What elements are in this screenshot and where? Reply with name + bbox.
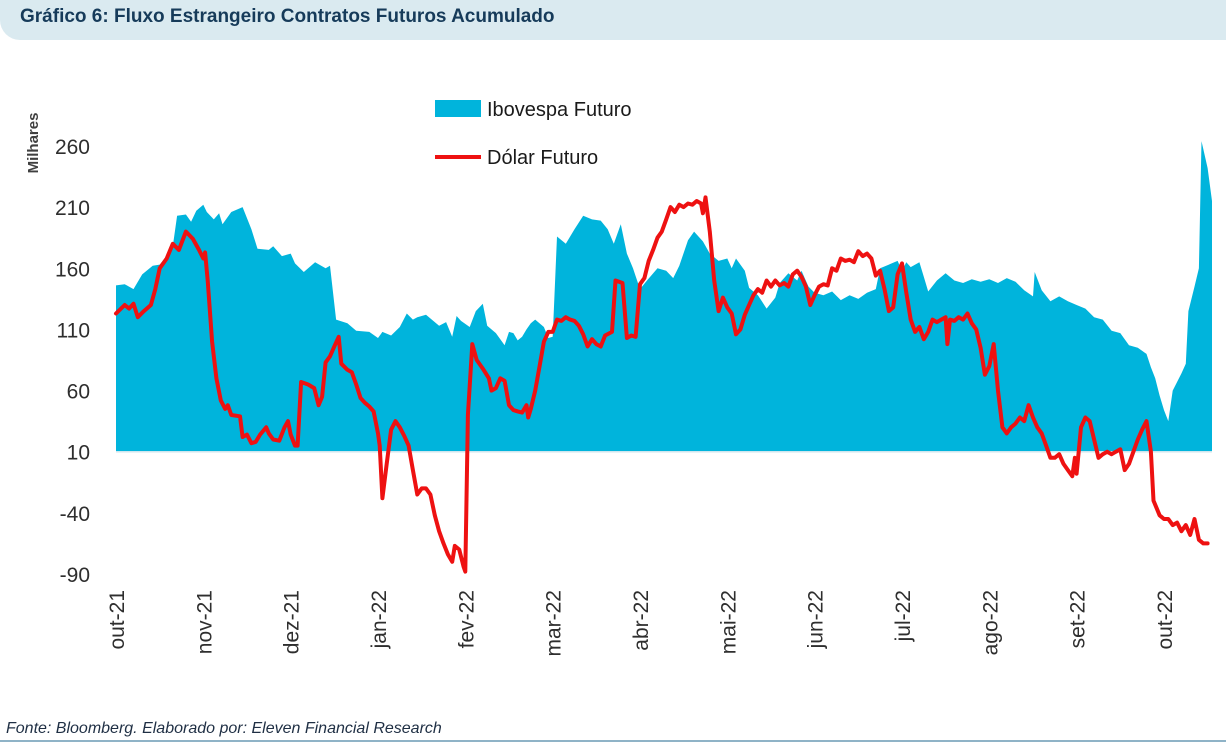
y-tick-label: 10	[67, 442, 90, 465]
chart-title: Gráfico 6: Fluxo Estrangeiro Contratos F…	[20, 6, 555, 27]
legend: Ibovespa Futuro Dólar Futuro	[435, 99, 632, 169]
source-note: Fonte: Bloomberg. Elaborado por: Eleven …	[6, 720, 442, 737]
x-tick-label: set-22	[1067, 590, 1090, 648]
line-series	[114, 195, 1210, 574]
y-tick-label: 260	[55, 136, 90, 159]
x-tick-label: fev-22	[455, 590, 478, 648]
x-tick-label: ago-22	[979, 590, 1002, 655]
y-tick-label: 210	[55, 197, 90, 220]
y-tick-label: 160	[55, 258, 90, 281]
y-tick-label: -40	[60, 503, 90, 526]
y-axis-label: Milhares	[25, 113, 42, 174]
y-tick-label: 110	[57, 319, 90, 342]
y-tick-label: -90	[60, 564, 90, 587]
x-tick-label: jan-22	[368, 590, 391, 649]
x-tick-label: abr-22	[630, 590, 653, 651]
legend-label-dolar: Dólar Futuro	[487, 147, 598, 169]
x-tick-label: mar-22	[543, 590, 566, 657]
x-tick-label: jun-22	[805, 590, 828, 649]
bottom-divider	[0, 740, 1226, 742]
chart-plot: Milhares 260 210 160 110 60 10 -40 -90 out-21 no…	[25, 99, 1212, 657]
dolar-futuro-line	[114, 195, 1210, 574]
y-tick-label: 60	[67, 381, 90, 404]
title-bar: Gráfico 6: Fluxo Estrangeiro Contratos F…	[0, 0, 1226, 40]
x-tick-label: nov-21	[193, 590, 216, 654]
x-tick-label: dez-21	[281, 590, 304, 654]
x-tick-label: jul-22	[892, 590, 915, 642]
legend-swatch-ibovespa	[435, 100, 481, 117]
y-tick-labels: 260 210 160 110 60 10 -40 -90	[55, 136, 90, 587]
legend-label-ibovespa: Ibovespa Futuro	[487, 99, 632, 121]
x-tick-label: mai-22	[717, 590, 740, 654]
x-tick-label: out-22	[1154, 590, 1177, 650]
ibovespa-futuro-area	[116, 141, 1212, 452]
x-tick-labels: out-21 nov-21 dez-21 jan-22 fev-22 mar-22 abr-…	[106, 590, 1177, 657]
area-series	[116, 141, 1212, 452]
x-tick-label: out-21	[106, 590, 129, 650]
